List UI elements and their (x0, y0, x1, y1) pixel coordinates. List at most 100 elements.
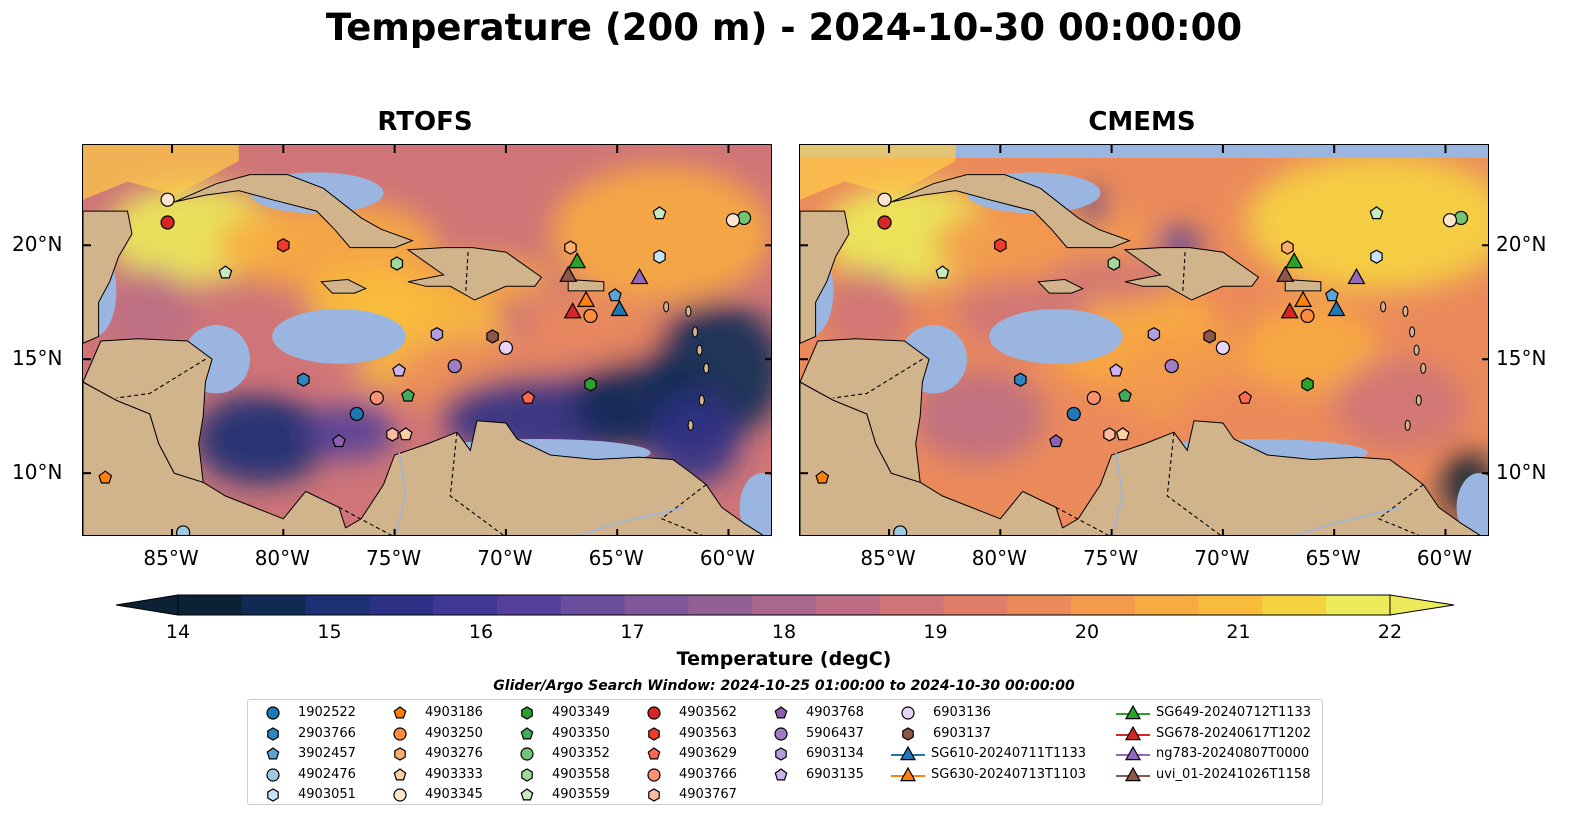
island (1420, 362, 1427, 374)
float-marker-2903766[interactable] (1014, 372, 1027, 387)
river (576, 506, 685, 535)
glider-marker-SG610-20240711T1133[interactable] (1327, 299, 1346, 317)
float-marker-1902522[interactable] (1066, 406, 1081, 422)
float-marker-4903051[interactable] (1370, 249, 1383, 264)
float-marker-4903186[interactable] (98, 470, 113, 484)
float-marker-4903349[interactable] (1301, 377, 1314, 392)
float-marker-4903350[interactable] (401, 388, 415, 402)
float-marker-5906437[interactable] (447, 358, 462, 374)
temperature-anomaly (1334, 359, 1468, 451)
colorbar-segment (305, 595, 370, 615)
float-marker-3902457[interactable] (608, 288, 622, 302)
float-marker-4903250[interactable] (1300, 308, 1315, 324)
glider-marker-SG630-20240713T1103[interactable] (1294, 290, 1313, 307)
colorbar-segment (496, 595, 562, 615)
lon-tick-label: 65°W (588, 546, 644, 570)
float-marker-1902522[interactable] (349, 406, 364, 422)
float-marker-4903345b[interactable] (1442, 213, 1458, 228)
glider-marker-SG630-20240713T1103[interactable] (577, 290, 596, 307)
glider-marker-SG678-20240617T1202[interactable] (1280, 302, 1299, 319)
lon-tick-label: 70°W (1194, 546, 1250, 570)
float-marker-4903345[interactable] (160, 192, 175, 207)
island (1380, 301, 1387, 313)
float-marker-6903134[interactable] (430, 327, 444, 342)
lat-tick-label-left: 20°N (12, 232, 63, 257)
gulf-water (800, 145, 956, 200)
float-marker-4903768[interactable] (332, 434, 346, 448)
float-marker-4903051[interactable] (653, 249, 666, 264)
temperature-anomaly (194, 393, 328, 485)
lon-tick-label: 80°W (971, 546, 1027, 570)
float-marker-4903563[interactable] (994, 238, 1007, 253)
float-marker-4903333[interactable] (1115, 427, 1130, 441)
shallow-shelf (989, 309, 1123, 364)
float-marker-4903766[interactable] (1086, 390, 1101, 406)
float-marker-4903559[interactable] (218, 265, 233, 279)
legend-marker-icon (902, 726, 914, 741)
float-marker-4903276[interactable] (1281, 240, 1294, 255)
float-marker-4903345[interactable] (877, 192, 892, 207)
float-marker-2903766[interactable] (297, 372, 310, 387)
map-panel-rtofs[interactable] (82, 144, 772, 536)
glider-marker-ng783-20240807T0000[interactable] (1347, 267, 1366, 285)
float-marker-4902476[interactable] (176, 525, 191, 536)
lon-tick-label: 85°W (860, 546, 916, 570)
float-marker-4903345b[interactable] (725, 213, 741, 228)
glider-marker-SG610-20240711T1133[interactable] (610, 299, 629, 317)
float-marker-6903136[interactable] (1215, 340, 1231, 355)
lon-tick-label: 85°W (143, 546, 199, 570)
legend-marker-icon (647, 706, 661, 720)
float-marker-4903559b[interactable] (1369, 206, 1384, 220)
float-marker-4903766[interactable] (369, 390, 384, 406)
float-marker-6903136[interactable] (498, 340, 514, 355)
float-marker-4903559b[interactable] (652, 206, 667, 220)
float-marker-6903135[interactable] (392, 363, 406, 377)
float-marker-4903629[interactable] (521, 390, 536, 404)
glider-marker-uvi_01-20241026T1158[interactable] (559, 265, 578, 282)
colorbar-tick-label: 22 (1377, 621, 1403, 643)
legend-marker-icon (775, 747, 787, 761)
float-marker-4903562[interactable] (877, 215, 892, 230)
glider-marker-SG649-20240712T1133[interactable] (568, 251, 587, 269)
float-marker-6903134[interactable] (1147, 327, 1161, 342)
float-marker-4903186[interactable] (815, 470, 830, 484)
legend-marker-icon (266, 767, 280, 782)
lon-tick-label: 80°W (254, 546, 310, 570)
legend-label: 4903345 (425, 787, 483, 802)
legend-marker-icon (774, 726, 788, 741)
glider-marker-SG649-20240712T1133[interactable] (1285, 251, 1304, 269)
float-marker-6903135[interactable] (1109, 363, 1123, 377)
legend-label: 4903563 (679, 725, 737, 741)
glider-marker-uvi_01-20241026T1158[interactable] (1276, 265, 1295, 282)
legend-label: 6903136 (933, 705, 991, 720)
legend-marker-icon (266, 706, 280, 720)
legend-marker-icon (1116, 746, 1150, 761)
float-marker-5906437[interactable] (1164, 358, 1179, 374)
legend-label: SG649-20240712T1133 (1156, 705, 1312, 720)
float-marker-4903276[interactable] (564, 240, 577, 255)
float-marker-4903558[interactable] (1107, 256, 1121, 271)
float-marker-4903562[interactable] (160, 215, 175, 230)
float-marker-4903333[interactable] (398, 427, 413, 441)
float-marker-6903137[interactable] (1203, 329, 1216, 344)
glider-marker-ng783-20240807T0000[interactable] (630, 267, 649, 285)
float-marker-3902457[interactable] (1325, 288, 1339, 302)
float-marker-4903767[interactable] (386, 427, 399, 442)
glider-marker-SG678-20240617T1202[interactable] (563, 302, 582, 319)
map-panel-cmems[interactable] (799, 144, 1489, 536)
float-marker-4902476[interactable] (893, 525, 908, 536)
float-marker-4903558[interactable] (390, 256, 404, 271)
float-marker-4903767[interactable] (1103, 427, 1116, 442)
colorbar-tick-label: 21 (1226, 621, 1251, 643)
float-marker-4903629[interactable] (1238, 390, 1253, 404)
colorbar-extend-min (116, 594, 179, 616)
float-marker-6903137[interactable] (486, 329, 499, 344)
float-marker-4903350[interactable] (1118, 388, 1132, 402)
float-marker-4903559[interactable] (935, 265, 950, 279)
legend-marker-icon (1116, 725, 1150, 740)
colorbar-segment (688, 595, 753, 615)
float-marker-4903563[interactable] (277, 238, 290, 253)
float-marker-4903250[interactable] (583, 308, 598, 324)
float-marker-4903768[interactable] (1049, 434, 1063, 448)
float-marker-4903349[interactable] (584, 377, 597, 392)
